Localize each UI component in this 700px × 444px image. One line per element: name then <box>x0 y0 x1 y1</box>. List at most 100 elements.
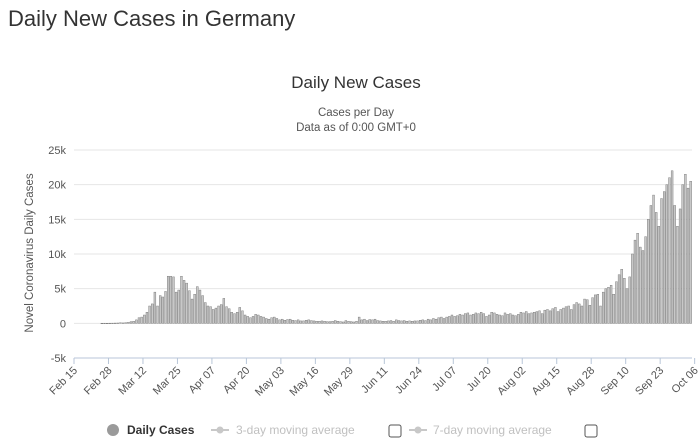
bar[interactable] <box>127 322 130 324</box>
bar[interactable] <box>156 305 159 324</box>
bar[interactable] <box>121 322 125 324</box>
bar[interactable] <box>159 295 162 324</box>
bar[interactable] <box>196 286 199 324</box>
bar[interactable] <box>607 287 610 324</box>
bar[interactable] <box>105 323 109 324</box>
bar[interactable] <box>609 285 613 324</box>
bar[interactable] <box>506 314 509 324</box>
bar[interactable] <box>286 319 289 324</box>
bar[interactable] <box>636 232 639 324</box>
bar[interactable] <box>453 316 456 324</box>
bar[interactable] <box>238 307 241 324</box>
bar[interactable] <box>331 321 334 324</box>
bar[interactable] <box>373 318 377 324</box>
bar[interactable] <box>275 318 279 324</box>
bar[interactable] <box>681 184 684 324</box>
bar[interactable] <box>554 307 557 324</box>
bar[interactable] <box>193 294 196 324</box>
bar[interactable] <box>442 318 446 324</box>
bar[interactable] <box>254 314 257 324</box>
bar[interactable] <box>612 294 615 324</box>
bar[interactable] <box>530 312 533 324</box>
bar[interactable] <box>177 289 180 324</box>
bar[interactable] <box>209 306 212 324</box>
bar[interactable] <box>352 321 355 324</box>
bar[interactable] <box>572 304 576 324</box>
bar[interactable] <box>153 291 157 324</box>
bar[interactable] <box>586 299 589 324</box>
bar[interactable] <box>164 291 167 324</box>
bar[interactable] <box>360 319 363 324</box>
bar[interactable] <box>180 275 183 324</box>
bar[interactable] <box>334 320 337 324</box>
bar[interactable] <box>111 322 114 324</box>
bar[interactable] <box>601 291 605 324</box>
bar[interactable] <box>278 319 281 324</box>
bar[interactable] <box>408 320 411 324</box>
bar[interactable] <box>527 313 531 324</box>
bar[interactable] <box>182 280 186 324</box>
bar[interactable] <box>384 321 387 324</box>
legend-item-3-day-average[interactable]: 3-day moving average <box>211 423 402 438</box>
bar[interactable] <box>583 298 586 324</box>
bar[interactable] <box>116 322 119 324</box>
bar[interactable] <box>214 307 218 324</box>
bar[interactable] <box>456 315 459 324</box>
bar[interactable] <box>217 305 220 324</box>
bar[interactable] <box>145 312 149 324</box>
bar[interactable] <box>119 322 122 324</box>
bar[interactable] <box>644 236 647 324</box>
bar[interactable] <box>299 320 302 324</box>
bar[interactable] <box>487 314 491 324</box>
bar[interactable] <box>161 296 165 324</box>
bar[interactable] <box>140 316 143 324</box>
bar[interactable] <box>273 316 276 324</box>
bar[interactable] <box>623 278 626 324</box>
bar[interactable] <box>594 294 597 324</box>
bar[interactable] <box>461 314 464 324</box>
bar[interactable] <box>389 320 393 324</box>
bar[interactable] <box>652 194 655 324</box>
bar[interactable] <box>437 317 440 324</box>
bar[interactable] <box>604 288 607 324</box>
bar[interactable] <box>233 313 236 324</box>
bar[interactable] <box>509 313 512 324</box>
bar[interactable] <box>151 303 154 324</box>
bar[interactable] <box>686 187 690 324</box>
bar[interactable] <box>249 317 252 324</box>
bar[interactable] <box>647 219 650 324</box>
bar[interactable] <box>129 321 133 324</box>
bar[interactable] <box>525 311 528 324</box>
bar[interactable] <box>620 269 623 324</box>
bar[interactable] <box>485 316 488 324</box>
bar[interactable] <box>678 208 682 324</box>
bar[interactable] <box>230 312 233 324</box>
bar[interactable] <box>511 314 515 324</box>
checkbox-7-day-average[interactable] <box>584 424 598 438</box>
bar[interactable] <box>124 322 127 324</box>
bar[interactable] <box>135 319 138 324</box>
bar[interactable] <box>198 289 202 324</box>
bar[interactable] <box>304 320 308 324</box>
bar[interactable] <box>631 253 634 324</box>
bar[interactable] <box>283 320 287 324</box>
bar[interactable] <box>665 184 668 324</box>
bar[interactable] <box>350 321 353 324</box>
bar[interactable] <box>400 320 403 324</box>
bar[interactable] <box>296 319 300 324</box>
bar[interactable] <box>365 320 369 324</box>
bar[interactable] <box>421 319 424 324</box>
bar[interactable] <box>307 319 310 324</box>
bar[interactable] <box>381 321 385 324</box>
bar[interactable] <box>676 226 679 324</box>
bar[interactable] <box>575 302 578 324</box>
bar[interactable] <box>440 316 443 324</box>
bar[interactable] <box>413 320 416 324</box>
bar[interactable] <box>546 309 549 324</box>
bar[interactable] <box>100 323 103 324</box>
bar[interactable] <box>328 321 332 324</box>
bar[interactable] <box>424 320 427 324</box>
bar[interactable] <box>403 320 406 324</box>
bar[interactable] <box>556 311 560 324</box>
bar[interactable] <box>599 305 602 324</box>
